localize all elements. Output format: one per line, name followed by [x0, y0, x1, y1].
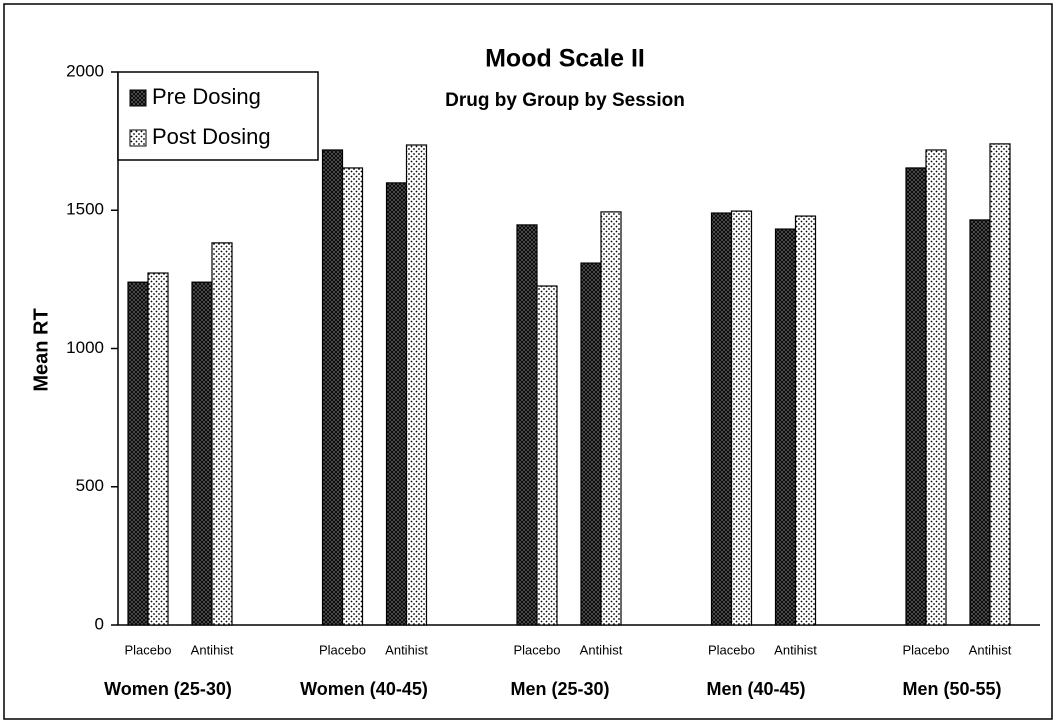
bar — [405, 144, 428, 626]
group-label: Men (50-55) — [902, 679, 1001, 699]
x-tick-label: Placebo — [319, 642, 366, 657]
x-tick-label: Antihist — [774, 642, 817, 657]
y-tick-label: 1000 — [66, 338, 104, 357]
group-label: Women (40-45) — [300, 679, 428, 699]
x-tick-label: Placebo — [903, 642, 950, 657]
bar — [147, 272, 169, 626]
y-tick-label: 0 — [95, 614, 104, 633]
bar — [385, 182, 408, 626]
x-tick-label: Placebo — [708, 642, 755, 657]
chart-title: Mood Scale II — [485, 45, 645, 73]
legend-box — [117, 71, 319, 161]
x-tick-label: Antihist — [191, 642, 234, 657]
bar — [989, 143, 1011, 626]
y-axis-label: Mean RT — [30, 308, 52, 391]
chart-subtitle: Drug by Group by Session — [445, 90, 685, 111]
bar — [191, 281, 213, 626]
group-label: Men (40-45) — [706, 679, 805, 699]
bar — [580, 262, 602, 626]
bar — [730, 210, 753, 626]
legend-swatch — [129, 89, 147, 107]
x-tick-label: Placebo — [125, 642, 172, 657]
bar — [600, 211, 622, 626]
group-label: Men (25-30) — [510, 679, 609, 699]
bar — [127, 281, 149, 626]
bar — [341, 167, 364, 626]
bar — [211, 242, 233, 626]
bar — [710, 212, 733, 626]
y-tick-label: 1500 — [66, 200, 104, 219]
bar — [794, 215, 817, 626]
bar — [774, 228, 797, 626]
bar — [536, 285, 558, 626]
x-tick-label: Antihist — [385, 642, 428, 657]
legend-label: Post Dosing — [152, 124, 271, 149]
x-tick-label: Antihist — [969, 642, 1012, 657]
bar — [925, 149, 947, 626]
group-label: Women (25-30) — [104, 679, 232, 699]
bar — [321, 149, 344, 626]
legend-swatch — [129, 129, 147, 147]
y-tick-label: 2000 — [66, 61, 104, 80]
x-tick-label: Antihist — [580, 642, 623, 657]
legend-label: Pre Dosing — [152, 84, 261, 109]
bar — [969, 219, 991, 626]
bar — [516, 224, 538, 626]
x-tick-label: Placebo — [514, 642, 561, 657]
bar — [905, 167, 927, 626]
frame — [3, 3, 1053, 720]
y-tick-label: 500 — [76, 476, 104, 495]
